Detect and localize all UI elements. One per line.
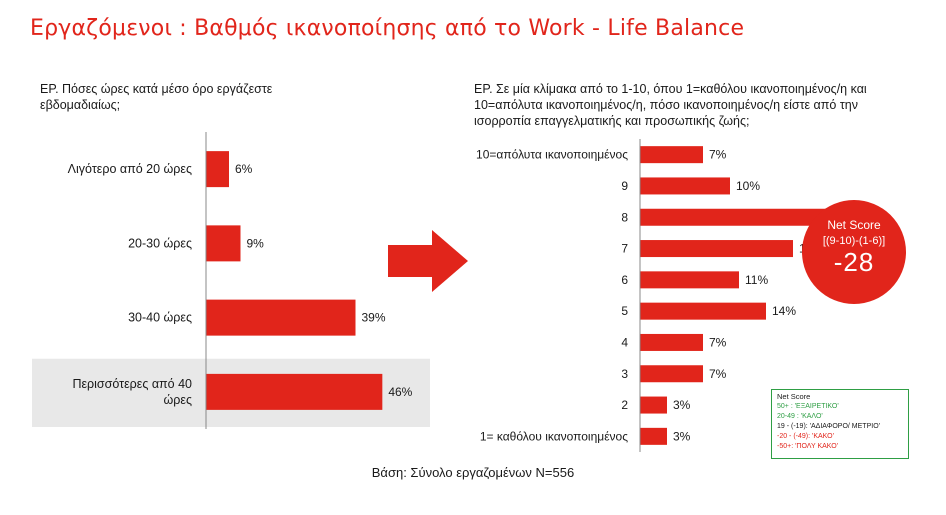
page-title: Εργαζόμενοι : Βαθμός ικανοποίησης από το… [30,16,745,41]
data-label: 7% [709,335,727,349]
bar [640,427,667,445]
tick-label: 4 [621,335,628,349]
legend-item: 20-49 : 'ΚΑΛΟ' [777,413,823,420]
tick-label: 3 [621,367,628,381]
tick-label: ώρες [164,393,192,407]
data-label: 6% [235,162,253,176]
right-chart-question: ΕΡ. Σε μία κλίμακα από το 1-10, όπου 1=κ… [474,82,867,128]
legend-item: -20 - (-49): 'ΚΑΚΟ' [777,433,834,440]
bar [206,299,356,336]
net-score-label: Net Score [827,218,881,232]
tick-label: Λιγότερο από 20 ώρες [68,162,192,176]
bar [640,365,703,383]
legend-item: -50+: 'ΠΟΛΥ ΚΑΚΟ' [777,443,839,450]
data-label: 7% [709,148,727,162]
tick-label: 5 [621,304,628,318]
tick-label: 8 [621,210,628,224]
data-label: 9% [247,236,265,250]
data-label: 14% [772,304,796,318]
data-label: 10% [736,179,760,193]
bar [640,146,703,164]
arrow-right-icon [388,230,468,292]
tick-label: 10=απόλυτα ικανοποιημένος [476,148,628,162]
bar [640,396,667,414]
bar [640,333,703,351]
net-score-formula: [(9-10)-(1-6)] [822,235,886,247]
data-label: 3% [673,398,691,412]
bar [640,240,793,258]
data-label: 7% [709,367,727,381]
tick-label: 2 [621,398,628,412]
tick-label: 1= καθόλου ικανοποιημένος [480,429,628,443]
left-chart-question: ΕΡ. Πόσες ώρες κατά μέσο όρο εργάζεστε ε… [40,82,273,112]
tick-label: Περισσότερες από 40 [72,377,192,391]
bar [206,225,241,262]
bar [640,177,730,195]
bar [640,302,766,320]
tick-label: 9 [621,179,628,193]
bar [640,208,829,226]
net-score-legend: Net Score 50+ : 'ΕΞΑΙΡΕΤΙΚΟ' 20-49 : 'ΚΑ… [771,389,909,459]
data-label: 11% [745,273,768,287]
legend-item: 19 - (-19): 'ΑΔΙΑΦΟΡΟ/ ΜΕΤΡΙΟ' [777,423,880,430]
net-score-value: -28 [833,247,875,277]
legend-item: 50+ : 'ΕΞΑΙΡΕΤΙΚΟ' [777,403,839,410]
tick-label: 30-40 ώρες [128,311,192,325]
net-score-badge: Net Score [(9-10)-(1-6)] -28 [802,200,906,304]
bar [206,373,383,410]
tick-label: 20-30 ώρες [128,236,192,250]
tick-label: 7 [621,242,628,256]
tick-label: 6 [621,273,628,287]
bar [206,151,229,188]
data-label: 39% [362,311,386,325]
bar [640,271,739,289]
sample-basis-note: Βάση: Σύνολο εργαζομένων Ν=556 [371,465,575,480]
legend-title: Net Score [777,392,811,401]
data-label: 3% [673,429,691,443]
data-label: 46% [388,385,412,399]
